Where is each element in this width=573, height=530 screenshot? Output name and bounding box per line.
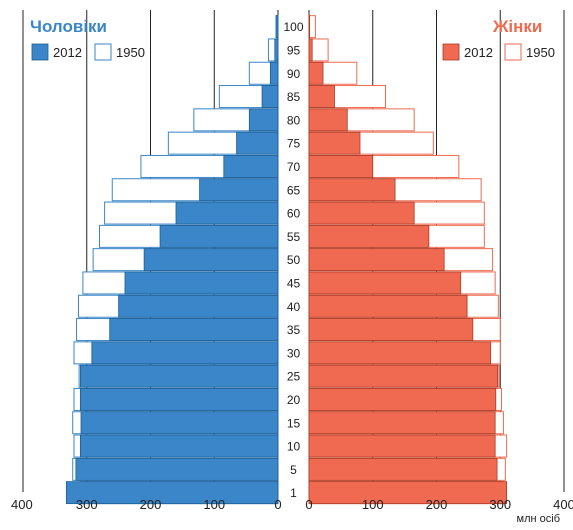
age-label: 1 [290, 486, 297, 500]
legend-label-female-1950: 1950 [526, 45, 555, 60]
unit-label: млн осіб [517, 513, 560, 525]
x-tick-label: 100 [203, 497, 225, 512]
female-legend: 2012 1950 [442, 43, 555, 61]
bar-male-2012 [175, 201, 279, 225]
bar-female-2012 [308, 457, 498, 481]
bar-male-2012 [79, 388, 279, 411]
bar-male-2012 [269, 61, 279, 85]
age-labels: 1510152025303540455055606570758085909510… [283, 20, 303, 500]
x-tick-label: 300 [489, 497, 511, 512]
bar-female-2012 [308, 411, 496, 435]
bar-female-2012 [308, 271, 462, 295]
age-label: 95 [287, 43, 301, 57]
bar-male-2012 [109, 318, 279, 341]
bar-male-2012 [159, 224, 279, 248]
bar-male-2012 [91, 341, 279, 365]
age-label: 70 [287, 160, 301, 174]
bar-female-2012 [308, 131, 361, 155]
legend-swatch-male-1950 [94, 43, 112, 61]
female-title: Жінки [492, 17, 542, 36]
legend-label-male-1950: 1950 [116, 45, 145, 60]
age-label: 100 [283, 20, 303, 34]
bar-male-2012 [236, 131, 279, 155]
bar-female-2012 [308, 388, 497, 411]
legend-label-female-2012: 2012 [464, 45, 493, 60]
x-tick-label: 400 [11, 497, 33, 512]
x-tick-label: 0 [305, 497, 312, 512]
age-label: 35 [287, 323, 301, 337]
x-tick-label: 0 [274, 497, 281, 512]
age-label: 50 [287, 253, 301, 267]
age-label: 85 [287, 90, 301, 104]
x-tick-label: 300 [76, 497, 98, 512]
bar-female-2012 [308, 364, 499, 388]
age-label: 45 [287, 276, 301, 290]
legend-swatch-female-2012 [442, 43, 460, 61]
bar-female-2012 [308, 178, 396, 202]
bar-male-2012 [65, 481, 279, 505]
bars-2012 [65, 15, 508, 505]
bar-male-2012 [75, 457, 279, 481]
bar-female-2012 [308, 201, 415, 225]
age-label: 90 [287, 67, 301, 81]
age-label: 30 [287, 346, 301, 360]
bar-male-2012 [275, 15, 279, 39]
age-label: 15 [287, 416, 301, 430]
bar-female-2012 [308, 341, 492, 365]
x-tick-label: 100 [362, 497, 384, 512]
age-label: 10 [287, 440, 301, 454]
bar-male-2012 [80, 411, 279, 435]
male-legend: 2012 1950 [31, 43, 145, 61]
bar-male-2012 [199, 178, 279, 202]
male-title: Чоловіки [30, 17, 107, 36]
age-label: 20 [287, 393, 301, 407]
bar-male-2012 [124, 271, 279, 295]
legend-swatch-female-1950 [504, 43, 522, 61]
bar-female-2012 [308, 248, 445, 272]
bar-male-2012 [118, 294, 279, 318]
bar-female-2012 [308, 318, 474, 341]
bar-male-2012 [79, 364, 279, 388]
legend-swatch-male-2012 [31, 43, 49, 61]
age-label: 55 [287, 230, 301, 244]
bar-male-2012 [274, 38, 279, 62]
bar-female-2012 [308, 15, 311, 39]
bar-male-2012 [223, 155, 279, 178]
age-label: 40 [287, 300, 301, 314]
age-label: 75 [287, 137, 301, 151]
bar-female-2012 [308, 294, 468, 318]
bar-female-2012 [308, 481, 508, 505]
bar-female-2012 [308, 108, 348, 132]
legend-label-male-2012: 2012 [53, 45, 82, 60]
x-tick-labels: 400 300 200 100 0 0 100 200 300 400 [11, 497, 573, 512]
bar-male-2012 [248, 108, 279, 132]
x-tick-label: 200 [140, 497, 162, 512]
bar-female-2012 [308, 38, 313, 62]
age-label: 65 [287, 183, 301, 197]
x-tick-label: 200 [426, 497, 448, 512]
bar-male-2012 [143, 248, 279, 272]
bar-male-2012 [261, 85, 279, 108]
age-label: 5 [290, 463, 297, 477]
age-label: 25 [287, 370, 301, 384]
age-label: 60 [287, 207, 301, 221]
bar-female-2012 [308, 224, 430, 248]
bar-female-2012 [308, 61, 324, 85]
x-tick-label: 400 [553, 497, 573, 512]
bar-female-2012 [308, 434, 496, 458]
age-label: 80 [287, 113, 301, 127]
bar-male-2012 [79, 434, 279, 458]
bar-female-2012 [308, 155, 374, 178]
bar-female-2012 [308, 85, 335, 108]
